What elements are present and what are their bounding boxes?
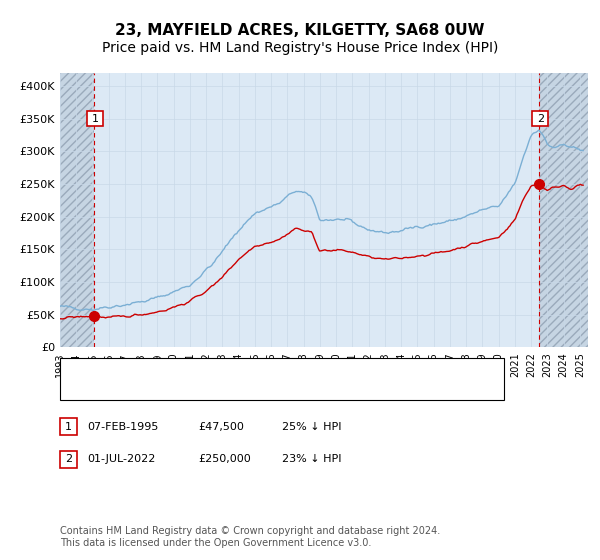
Text: 25% ↓ HPI: 25% ↓ HPI [282, 422, 341, 432]
Text: HPI: Average price, detached house, Pembrokeshire: HPI: Average price, detached house, Pemb… [99, 384, 388, 394]
Text: £250,000: £250,000 [198, 454, 251, 464]
Text: Price paid vs. HM Land Registry's House Price Index (HPI): Price paid vs. HM Land Registry's House … [102, 41, 498, 55]
Text: 07-FEB-1995: 07-FEB-1995 [87, 422, 158, 432]
Text: 2: 2 [65, 454, 72, 464]
Text: 1: 1 [65, 422, 72, 432]
Text: 23, MAYFIELD ACRES, KILGETTY, SA68 0UW (detached house): 23, MAYFIELD ACRES, KILGETTY, SA68 0UW (… [99, 366, 442, 376]
Text: £47,500: £47,500 [198, 422, 244, 432]
Text: 2: 2 [537, 114, 544, 124]
FancyBboxPatch shape [87, 111, 103, 126]
Text: 23% ↓ HPI: 23% ↓ HPI [282, 454, 341, 464]
FancyBboxPatch shape [532, 111, 548, 126]
Text: 23, MAYFIELD ACRES, KILGETTY, SA68 0UW: 23, MAYFIELD ACRES, KILGETTY, SA68 0UW [115, 24, 485, 38]
Text: 01-JUL-2022: 01-JUL-2022 [87, 454, 155, 464]
Text: Contains HM Land Registry data © Crown copyright and database right 2024.
This d: Contains HM Land Registry data © Crown c… [60, 526, 440, 548]
Text: 1: 1 [92, 114, 98, 124]
